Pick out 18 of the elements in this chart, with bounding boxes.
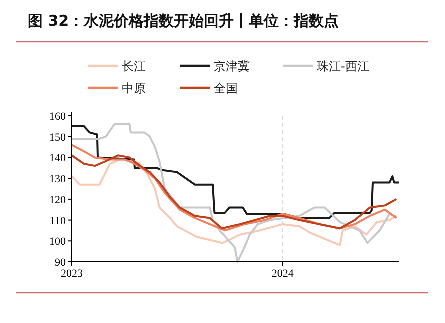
legend-label: 全国 <box>214 82 238 96</box>
chart-title: 图 32：水泥价格指数开始回升丨单位：指数点 <box>28 12 340 30</box>
legend-label: 珠江-西江 <box>317 60 370 74</box>
y-tick-label: 100 <box>50 236 66 248</box>
x-tick-label: 2023 <box>61 268 84 280</box>
y-tick-label: 140 <box>50 152 66 165</box>
line-series <box>71 125 400 220</box>
x-tick-label: 2024 <box>272 268 294 280</box>
legend-label: 长江 <box>122 60 146 74</box>
y-tick-label: 150 <box>50 132 66 144</box>
y-tick-label: 90 <box>55 257 66 269</box>
y-tick-label: 120 <box>50 194 66 206</box>
y-tick-label: 130 <box>50 174 66 186</box>
y-tick-label: 160 <box>50 111 66 123</box>
line-series <box>71 158 398 246</box>
legend-label: 京津冀 <box>214 60 250 74</box>
y-tick-label: 110 <box>50 215 66 228</box>
legend-label: 中原 <box>122 82 146 96</box>
